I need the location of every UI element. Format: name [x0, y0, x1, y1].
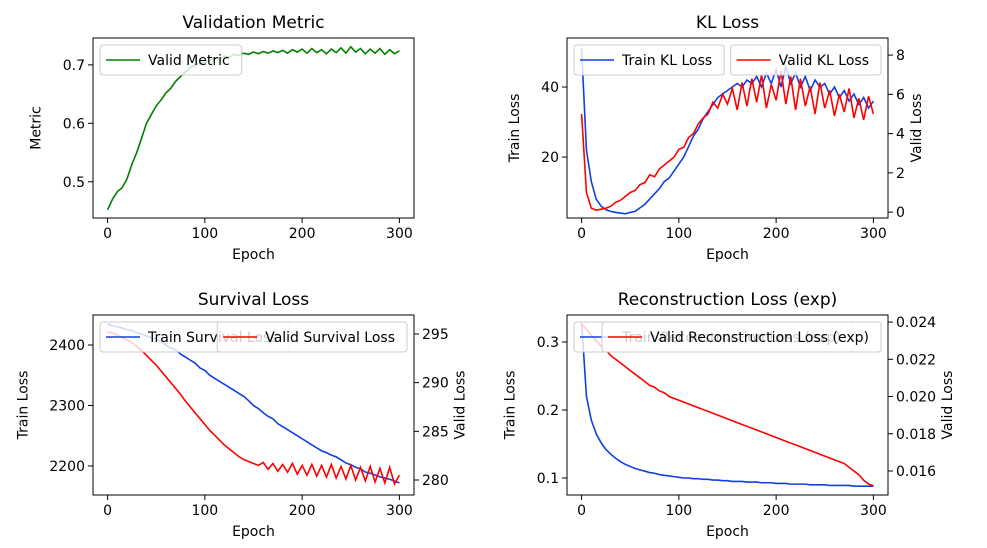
x-tick-label: 200 [289, 503, 316, 519]
legend-label: Valid KL Loss [779, 53, 869, 69]
y2-tick-label: 2 [896, 166, 905, 182]
legend: Valid Survival Loss [216, 321, 408, 353]
series-line [107, 331, 401, 486]
legend-box [99, 44, 243, 76]
y-tick-label: 0.1 [537, 471, 559, 487]
x-tick-label: 0 [577, 226, 586, 242]
y2-tick-label: 0.018 [896, 427, 936, 443]
y2-tick-label: 285 [422, 424, 449, 440]
x-tick-label: 200 [763, 503, 790, 519]
y-tick-label: 40 [541, 80, 559, 96]
y2-tick-label: 295 [422, 327, 449, 343]
legend-label: Valid Survival Loss [265, 330, 395, 346]
y2-tick-label: 0.024 [896, 315, 936, 331]
y-tick-label: 0.6 [63, 116, 85, 132]
axes-frame [92, 37, 415, 219]
axes-frame [566, 314, 889, 496]
subplot-title: Reconstruction Loss (exp) [618, 290, 838, 310]
y2-tick-label: 280 [422, 473, 449, 489]
y2-tick-label: 0 [896, 205, 905, 221]
legend: Valid KL Loss [730, 44, 882, 76]
series-line [580, 70, 875, 211]
series-line [580, 321, 874, 487]
subplot-title: Validation Metric [182, 13, 324, 33]
y2-tick-label: 8 [896, 48, 905, 64]
x-tick-label: 0 [103, 503, 112, 519]
x-tick-label: 300 [860, 226, 887, 242]
y-tick-label: 2300 [49, 398, 85, 414]
subplot-title: KL Loss [696, 13, 759, 33]
x-tick-label: 0 [577, 503, 586, 519]
legend: Train KL Loss [573, 44, 725, 76]
y-tick-label: 0.7 [63, 58, 85, 74]
y-axis-label: Train Loss [503, 371, 519, 441]
x-axis-label: Epoch [232, 247, 275, 263]
x-axis-label: Epoch [706, 247, 749, 263]
subplot: Survival Loss 0 100 200 300 Epoch 2200 2300 2400… [15, 290, 468, 540]
y2-tick-label: 290 [422, 376, 449, 392]
x-tick-label: 300 [860, 503, 887, 519]
x-tick-label: 0 [103, 226, 112, 242]
legend-box [573, 44, 725, 76]
y2-axis-label: Valid Loss [940, 371, 956, 440]
x-axis-label: Epoch [232, 524, 275, 540]
legend-label: Valid Metric [148, 53, 230, 69]
x-tick-label: 200 [289, 226, 316, 242]
legend-label: Valid Reconstruction Loss (exp) [650, 330, 869, 346]
x-tick-label: 100 [665, 226, 692, 242]
y2-tick-label: 0.022 [896, 352, 936, 368]
x-tick-label: 100 [665, 503, 692, 519]
subplot-title: Survival Loss [198, 290, 309, 310]
series-line [580, 323, 874, 487]
legend-label: Train KL Loss [621, 53, 712, 69]
axes-frame [566, 37, 889, 219]
y2-tick-label: 0.020 [896, 390, 936, 406]
x-tick-label: 300 [386, 503, 413, 519]
x-axis-label: Epoch [706, 524, 749, 540]
series-line [106, 45, 400, 211]
y-axis-label: Train Loss [15, 371, 31, 441]
y2-tick-label: 4 [896, 127, 905, 143]
y2-axis-label: Valid Loss [453, 371, 469, 440]
y-tick-label: 0.5 [63, 175, 85, 191]
legend-box [216, 321, 408, 353]
y-axis-label: Metric [29, 106, 45, 150]
subplot: Validation Metric 0 100 200 300 Epoch 0.5 0.6 0.… [29, 13, 415, 263]
x-tick-label: 200 [763, 226, 790, 242]
legend-box [730, 44, 882, 76]
y-tick-label: 2200 [49, 459, 85, 475]
y-tick-label: 0.3 [537, 335, 559, 351]
series-line [580, 48, 875, 215]
x-tick-label: 300 [386, 226, 413, 242]
y-axis-label: Train Loss [507, 94, 523, 164]
x-tick-label: 100 [191, 226, 218, 242]
subplot: KL Loss 0 100 200 300 Epoch 20 40 Train Loss 0 2 4 6… [507, 13, 925, 263]
subplot: Reconstruction Loss (exp) 0 100 200 300 Epoch… [503, 290, 956, 540]
y2-tick-label: 6 [896, 87, 905, 103]
y2-axis-label: Valid Loss [909, 94, 925, 163]
y-tick-label: 20 [541, 150, 559, 166]
y-tick-label: 2400 [49, 338, 85, 354]
legend: Valid Metric [99, 44, 243, 76]
legend: Valid Reconstruction Loss (exp) [601, 321, 882, 353]
legend-box [601, 321, 882, 353]
y2-tick-label: 0.016 [896, 464, 936, 480]
x-tick-label: 100 [191, 503, 218, 519]
y-tick-label: 0.2 [537, 403, 559, 419]
